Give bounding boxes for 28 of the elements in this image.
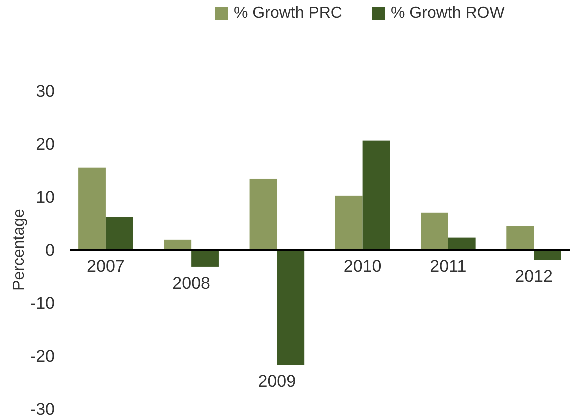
y-tick-label: -10 bbox=[30, 294, 55, 313]
bar bbox=[335, 196, 363, 250]
bar bbox=[362, 140, 390, 250]
y-tick-label: 20 bbox=[36, 134, 55, 154]
legend-label: % Growth PRC bbox=[234, 5, 342, 22]
x-tick-label: 2012 bbox=[515, 267, 553, 286]
y-tick-label: 30 bbox=[36, 82, 55, 101]
bar bbox=[164, 240, 192, 250]
bar bbox=[421, 212, 448, 250]
legend-label: % Growth ROW bbox=[391, 5, 506, 22]
x-tick-label: 2010 bbox=[344, 257, 382, 276]
bar bbox=[448, 238, 476, 250]
x-tick-label: 2007 bbox=[87, 257, 125, 276]
y-tick-label: 0 bbox=[46, 240, 55, 260]
bar bbox=[78, 168, 106, 250]
x-tick-label: 2011 bbox=[430, 257, 467, 276]
bar bbox=[534, 250, 562, 260]
bar bbox=[192, 250, 219, 267]
x-tick-label: 2009 bbox=[258, 372, 296, 392]
bar bbox=[250, 178, 278, 250]
y-tick-label: -20 bbox=[30, 346, 55, 366]
bar bbox=[277, 250, 305, 366]
y-tick-label: -30 bbox=[30, 400, 55, 417]
x-tick-label: 2008 bbox=[172, 274, 210, 293]
bar bbox=[106, 217, 134, 250]
y-tick-label: 10 bbox=[36, 188, 55, 207]
bar bbox=[506, 226, 534, 250]
y-axis-title: Percentage bbox=[11, 208, 28, 291]
